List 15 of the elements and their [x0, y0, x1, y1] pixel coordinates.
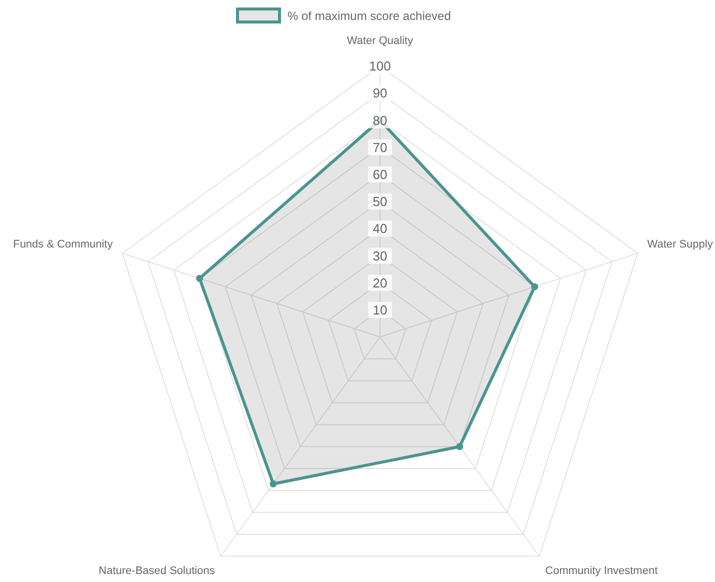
spoke-label: Water Supply: [647, 238, 714, 250]
y-tick-label: 70: [372, 140, 388, 155]
y-tick-label: 10: [372, 302, 388, 318]
spoke-label: Community Investment: [545, 565, 658, 578]
y-tick-label: 20: [372, 275, 388, 290]
spoke-label: Funds & Community: [13, 238, 114, 250]
y-tick-label: 40: [372, 221, 388, 236]
spoke-label: Nature-Based Solutions: [98, 565, 216, 578]
y-tick-label: 60: [372, 166, 388, 182]
y-tick-label: 100: [369, 58, 391, 74]
y-tick-label: 30: [372, 248, 388, 264]
y-tick-label: 50: [372, 194, 388, 210]
legend-label: % of maximum score achieved: [288, 9, 451, 23]
spoke-label: Water Quality: [346, 35, 414, 47]
y-tick-label: 90: [372, 86, 388, 101]
